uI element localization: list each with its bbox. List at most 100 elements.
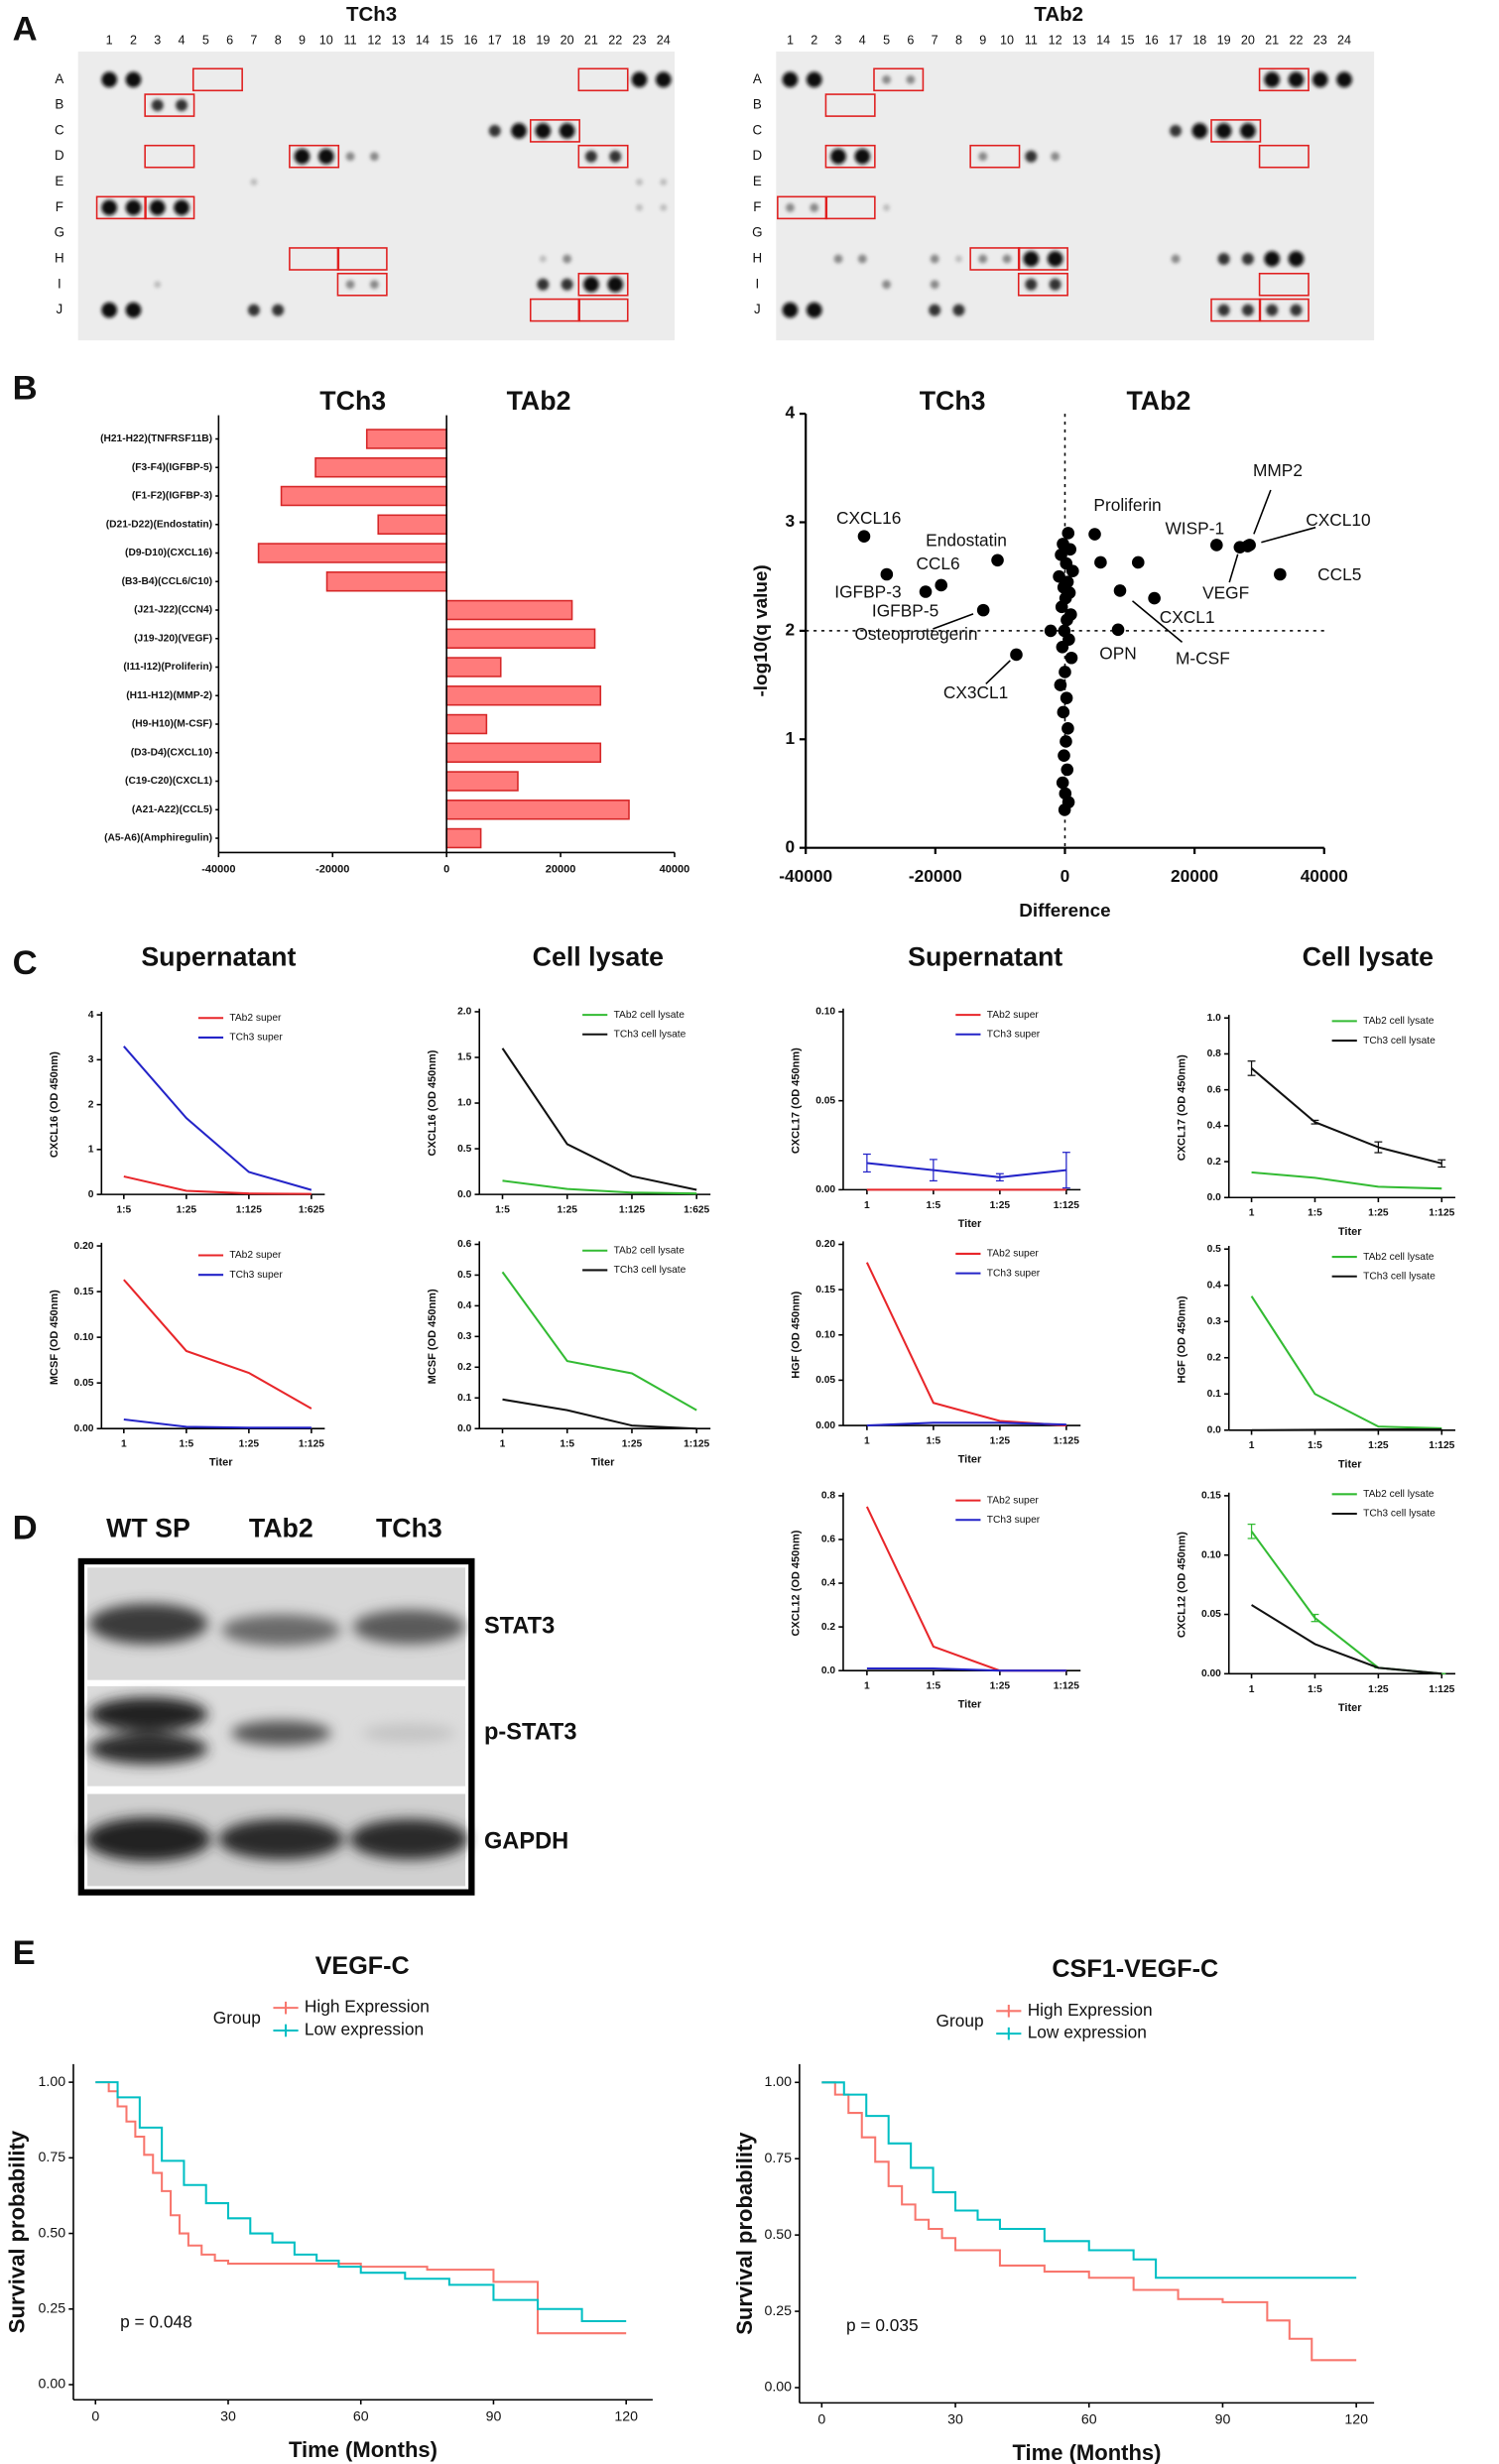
y-tick-label: 3 (88, 1054, 94, 1065)
panel-label: A (13, 11, 38, 49)
array-spot (607, 276, 624, 293)
lane-label: TAb2 (249, 1514, 313, 1543)
y-tick-label: 1.00 (764, 2074, 792, 2090)
highlight-box (289, 247, 340, 271)
y-tick-label: 0.20 (74, 1241, 94, 1252)
y-tick-label: 0.15 (74, 1287, 94, 1297)
array-column-label: 3 (154, 33, 161, 47)
point-label: WISP-1 (1165, 518, 1224, 538)
survival-curve (95, 2081, 627, 2322)
category-label: (C19-C20)(CXCL1) (125, 776, 212, 787)
array-column-label: 23 (632, 33, 646, 47)
point (1274, 567, 1287, 581)
category-label: (J21-J22)(CCN4) (134, 605, 212, 616)
y-tick-label: 0.10 (815, 1329, 835, 1340)
array-spot (559, 123, 575, 139)
array-title: TAb2 (1034, 3, 1083, 26)
array-spot (250, 179, 258, 185)
point (1061, 763, 1074, 777)
legend-label: High Expression (305, 1997, 430, 2017)
y-tick-label: 0.2 (457, 1362, 472, 1373)
x-axis-label: Titer (1338, 1702, 1362, 1714)
array-spot (810, 202, 819, 212)
array-spot (583, 276, 599, 293)
y-tick-label: 0.4 (1207, 1280, 1222, 1291)
point (1062, 527, 1075, 540)
y-tick-label: 0.00 (74, 1423, 94, 1434)
y-tick-label: 0.0 (457, 1189, 472, 1200)
x-tick-label: 1:625 (684, 1205, 709, 1216)
category-label: (D9-D10)(CXCL16) (125, 548, 212, 558)
array-column-label: 7 (250, 33, 257, 47)
point-label: VEGF (1202, 582, 1249, 602)
array-row-label: F (56, 199, 63, 214)
series-line (1250, 1295, 1442, 1429)
series-line (866, 1162, 1066, 1178)
blot-bands (85, 1603, 469, 1862)
array-spot (1241, 252, 1254, 265)
series-line (1250, 1531, 1442, 1675)
y-axis-label: CXCL17 (OD 450nm) (1176, 1054, 1187, 1161)
x-tick-label: 1:125 (619, 1205, 645, 1216)
y-tick-label: 1.0 (457, 1098, 472, 1109)
annotation: p = 0.035 (846, 2315, 919, 2335)
series-line (501, 1271, 697, 1412)
array-column-label: 1 (787, 33, 794, 47)
array-row-label: E (55, 174, 63, 188)
y-tick-label: 0.4 (1207, 1121, 1222, 1132)
legend-label: Low expression (305, 2020, 424, 2039)
error-bar (1247, 1060, 1256, 1076)
category-label: (H9-H10)(M-CSF) (132, 719, 212, 730)
point-label: CXCL1 (1160, 607, 1215, 627)
array-column-label: 17 (1169, 33, 1183, 47)
array-spot (1023, 251, 1040, 267)
x-axis-label: Titer (1338, 1458, 1362, 1470)
y-tick-label: 0.00 (815, 1420, 835, 1431)
array-spot (1290, 304, 1303, 316)
y-axis-label: CXCL12 (OD 450nm) (1176, 1532, 1187, 1638)
x-tick-label: 1:25 (990, 1681, 1011, 1692)
bar (445, 742, 602, 764)
legend-label: TCh3 cell lysate (614, 1029, 687, 1040)
highlight-box (1258, 272, 1310, 297)
highlight-box (824, 93, 876, 117)
x-tick-label: 60 (1081, 2411, 1097, 2427)
x-axis-label: Titer (591, 1457, 615, 1469)
legend-title: Group (937, 2011, 984, 2031)
y-tick-label: 2 (786, 619, 796, 639)
point (919, 585, 933, 598)
highlight-box (1258, 144, 1310, 169)
array-spot (782, 302, 799, 318)
y-axis-label: CXCL17 (OD 450nm) (791, 1047, 803, 1154)
array-column-label: 2 (130, 33, 137, 47)
highlight-box (969, 144, 1021, 169)
x-axis-label: Time (Months) (1012, 2440, 1161, 2464)
category-label: (D21-D22)(Endostatin) (106, 519, 212, 530)
point (857, 530, 871, 544)
legend-label: TAb2 super (229, 1013, 282, 1024)
highlight-box (577, 144, 629, 169)
bar (325, 571, 447, 592)
array-membrane (776, 51, 1375, 341)
point (1063, 543, 1076, 556)
array-spot (511, 123, 527, 139)
array-row-label: D (55, 148, 64, 163)
array-column-label: 12 (1049, 33, 1062, 47)
x-tick-label: 1:625 (299, 1205, 324, 1216)
series-line (123, 1046, 312, 1191)
array-column-label: 17 (488, 33, 502, 47)
chart-title: CSF1-VEGF-C (1052, 1955, 1218, 1983)
highlight-box (529, 119, 580, 143)
legend-label: TAb2 cell lysate (614, 1245, 686, 1256)
x-tick-label: 1:25 (990, 1436, 1011, 1447)
array-row-label: H (55, 251, 64, 266)
array-column-label: 22 (608, 33, 622, 47)
band (218, 1818, 344, 1860)
x-axis-label: Titer (1338, 1226, 1362, 1238)
point (1066, 564, 1079, 578)
array-spot (345, 152, 355, 162)
array-spot (1002, 254, 1012, 264)
y-tick-label: 0.5 (1207, 1244, 1222, 1255)
point-label: CXCL10 (1306, 510, 1370, 530)
